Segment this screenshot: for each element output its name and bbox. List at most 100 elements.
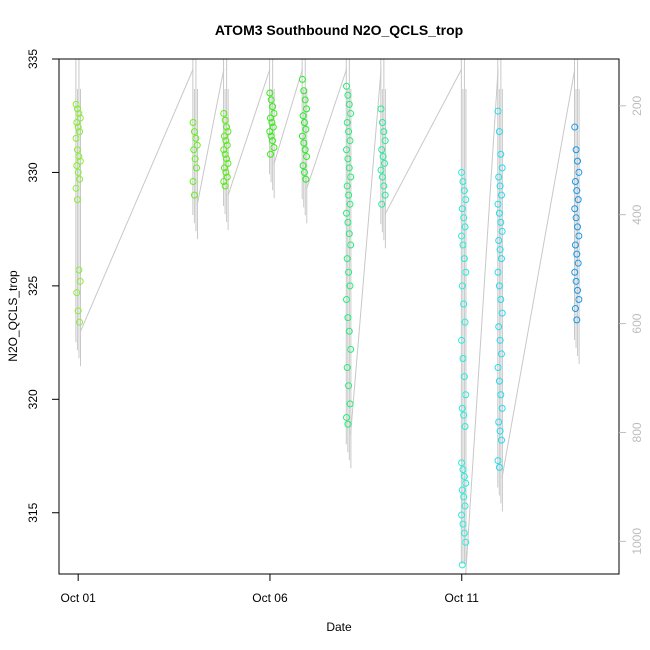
- data-point: [191, 155, 199, 163]
- data-point: [495, 173, 503, 181]
- plot-frame: [58, 58, 620, 575]
- data-point: [345, 382, 353, 390]
- data-point: [575, 232, 583, 240]
- data-point: [300, 87, 308, 95]
- data-point: [76, 277, 84, 285]
- data-point: [223, 173, 231, 181]
- data-point: [224, 128, 232, 136]
- data-point: [462, 391, 470, 399]
- data-point: [571, 241, 579, 249]
- data-point: [269, 137, 277, 145]
- data-point: [346, 282, 354, 290]
- data-point: [458, 168, 466, 176]
- data-point: [221, 116, 229, 124]
- data-point: [571, 123, 579, 131]
- data-point: [76, 175, 84, 183]
- data-point: [300, 119, 308, 127]
- data-point: [300, 139, 308, 147]
- data-point: [345, 230, 353, 238]
- data-point: [76, 318, 84, 326]
- data-point: [459, 466, 467, 474]
- data-point: [575, 168, 583, 176]
- data-point: [303, 105, 311, 113]
- data-point: [497, 350, 505, 358]
- data-point: [573, 187, 581, 195]
- data-point: [496, 427, 504, 435]
- data-point: [458, 486, 466, 494]
- data-point: [267, 96, 275, 104]
- data-point: [462, 479, 470, 487]
- data-point: [571, 305, 579, 313]
- data-point: [347, 109, 355, 117]
- data-point: [377, 166, 385, 174]
- x-axis: Oct 01 Oct 06 Oct 11: [60, 574, 479, 605]
- data-point: [380, 128, 388, 136]
- data-point: [223, 141, 231, 149]
- data-point: [193, 141, 201, 149]
- data-point: [343, 413, 351, 421]
- data-point: [223, 123, 231, 131]
- data-point: [458, 404, 466, 412]
- data-point: [75, 266, 83, 274]
- data-point: [298, 75, 306, 83]
- data-point: [498, 309, 506, 317]
- x-tick-label: Oct 11: [445, 591, 480, 605]
- data-point: [224, 159, 232, 167]
- data-point: [220, 109, 228, 117]
- data-point: [378, 200, 386, 208]
- data-point: [223, 155, 231, 163]
- data-point: [378, 119, 386, 127]
- data-point: [498, 227, 506, 235]
- data-point: [343, 119, 351, 127]
- pressure-profile-lines: [75, 59, 580, 575]
- data-point: [74, 123, 82, 131]
- data-point: [458, 459, 466, 467]
- data-point: [345, 100, 353, 108]
- data-point: [494, 457, 502, 465]
- data-point: [73, 119, 81, 127]
- data-point: [76, 128, 84, 136]
- y-tick-label: 325: [26, 276, 40, 296]
- data-point: [496, 182, 504, 190]
- data-point: [573, 316, 581, 324]
- data-point: [344, 314, 352, 322]
- data-point: [497, 436, 505, 444]
- profile-connector: [384, 68, 463, 215]
- data-point: [460, 187, 468, 195]
- profile-connector: [196, 68, 225, 206]
- data-point: [381, 191, 389, 199]
- profile-connector: [350, 68, 382, 435]
- data-point: [343, 182, 351, 190]
- data-point: [347, 173, 355, 181]
- data-point: [460, 472, 468, 480]
- data-point: [345, 164, 353, 172]
- data-point: [460, 255, 468, 263]
- data-point: [266, 89, 274, 97]
- data-point: [497, 295, 505, 303]
- data-point: [221, 150, 229, 158]
- data-point: [380, 159, 388, 167]
- data-point: [72, 100, 80, 108]
- data-point: [193, 164, 201, 172]
- data-point: [344, 218, 352, 226]
- data-point: [76, 157, 84, 165]
- data-point: [497, 191, 505, 199]
- data-point: [462, 268, 470, 276]
- data-point: [189, 119, 197, 127]
- data-point: [73, 196, 81, 204]
- data-point: [380, 182, 388, 190]
- data-point: [266, 150, 274, 158]
- data-point: [495, 463, 503, 471]
- data-point: [495, 282, 503, 290]
- data-point: [189, 178, 197, 186]
- data-point: [345, 268, 353, 276]
- data-points: [72, 75, 583, 569]
- data-point: [73, 105, 81, 113]
- data-point: [220, 164, 228, 172]
- data-point: [347, 345, 355, 353]
- data-point: [343, 295, 351, 303]
- data-point: [301, 146, 309, 154]
- profile-connector: [465, 68, 499, 575]
- data-point: [496, 246, 504, 254]
- data-point: [458, 336, 466, 344]
